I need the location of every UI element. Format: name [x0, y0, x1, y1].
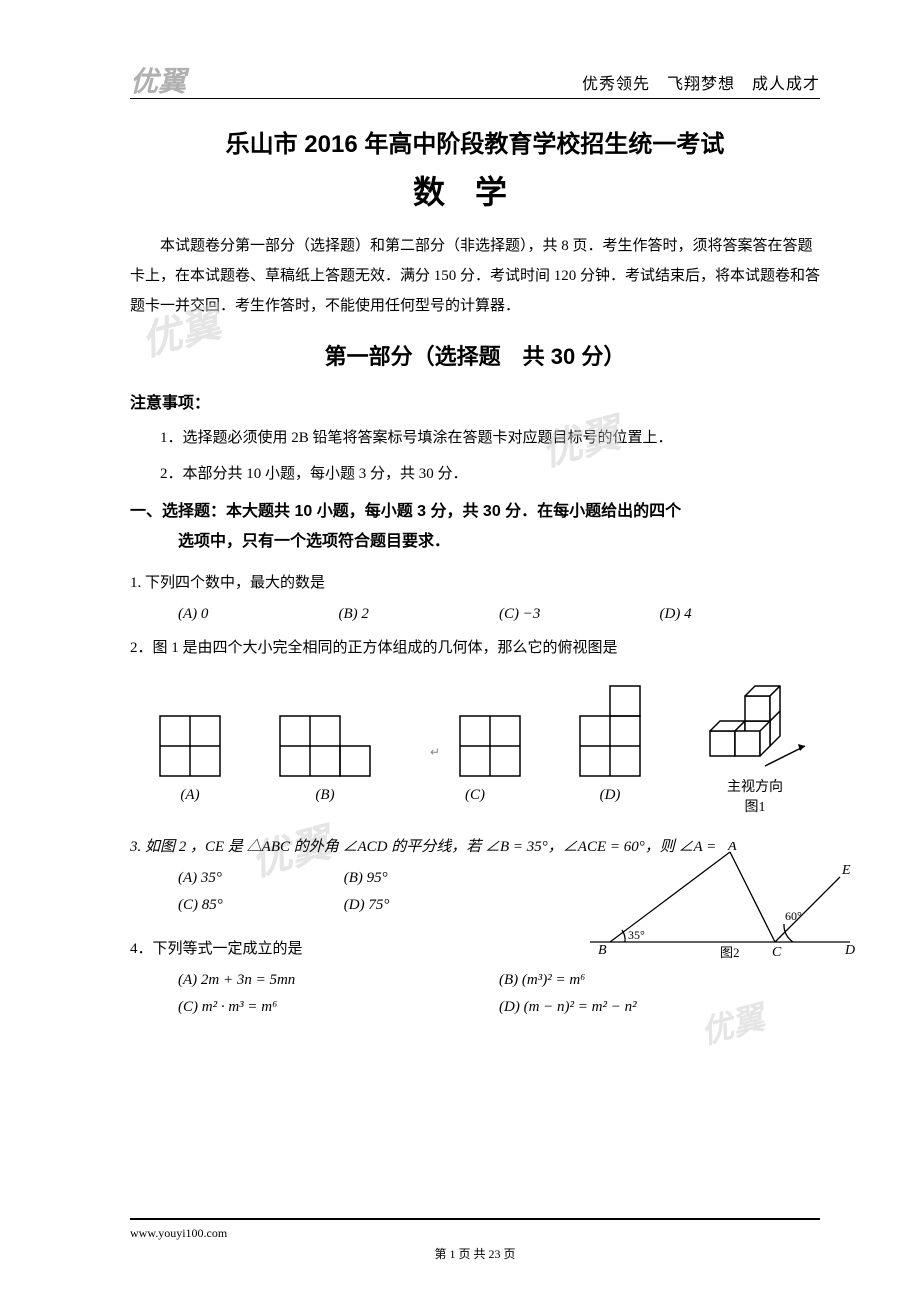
svg-text:35°: 35°: [628, 928, 645, 942]
q4-options: (A) 2m + 3n = 5mn (B) (m³)² = m⁶ (C) m² …: [130, 972, 820, 1026]
q1-opt-b: (B) 2: [339, 606, 500, 623]
intro-paragraph: 本试题卷分第一部分（选择题）和第二部分（非选择题），共 8 页．考生作答时，须将…: [130, 231, 820, 321]
title-main: 乐山市 2016 年高中阶段教育学校招生统一考试: [130, 124, 820, 159]
svg-text:D: D: [844, 943, 855, 958]
svg-text:↵: ↵: [430, 745, 440, 759]
svg-text:E: E: [841, 863, 851, 878]
title-subject: 数学: [130, 167, 820, 213]
q2-fig1: 主视方向 图1: [690, 671, 820, 816]
q2-opt-b: (B): [275, 787, 375, 804]
fig2-triangle-icon: A E B C D 35° 60° 图2: [580, 842, 860, 972]
q2-shape-b: [275, 711, 375, 781]
q1-opt-c: (C) −3: [499, 606, 660, 623]
q2-opt-b-fig: (B): [275, 711, 375, 804]
q4-opt-c: (C) m² · m³ = m⁶: [178, 999, 499, 1016]
section1-line1: 一、选择题：本大题共 10 小题，每小题 3 分，共 30 分．在每小题给出的四…: [130, 497, 820, 527]
q1-options: (A) 0 (B) 2 (C) −3 (D) 4: [130, 606, 820, 623]
q2-shape-a: [155, 711, 225, 781]
fig1-cubes-icon: [690, 671, 820, 771]
q3-opt-d: (D) 75°: [344, 897, 510, 914]
notice-label: 注意事项：: [130, 389, 820, 413]
q3-block: 3. 如图 2 ，CE 是 △ABC 的外角 ∠ACD 的平分线，若 ∠B = …: [130, 832, 820, 924]
footer-url: www.youyi100.com: [130, 1226, 820, 1241]
page-header: 优翼 优秀领先 飞翔梦想 成人成才: [130, 70, 820, 99]
logo: 优翼: [130, 60, 186, 100]
q2-figures: (A) (B) ↵ (C): [130, 671, 820, 816]
q3-opt-b: (B) 95°: [344, 870, 510, 887]
fig1-arrow-label: 主视方向: [690, 776, 820, 796]
q1-opt-d: (D) 4: [660, 606, 821, 623]
svg-text:C: C: [772, 945, 782, 960]
q2-text: 2．图 1 是由四个大小完全相同的正方体组成的几何体，那么它的俯视图是: [130, 633, 820, 663]
svg-text:60°: 60°: [785, 909, 802, 923]
q1-text: 1. 下列四个数中，最大的数是: [130, 568, 820, 598]
q4-opt-a: (A) 2m + 3n = 5mn: [178, 972, 499, 989]
header-motto: 优秀领先 飞翔梦想 成人成才: [130, 70, 820, 94]
fig1-label: 图1: [690, 796, 820, 816]
page-footer: www.youyi100.com 第 1 页 共 23 页: [130, 1218, 820, 1262]
part1-header: 第一部分（选择题 共 30 分）: [130, 339, 820, 371]
q2-opt-a-fig: (A): [155, 711, 225, 804]
q2-opt-d-fig: (D): [575, 681, 645, 804]
q3-opt-c: (C) 85°: [178, 897, 344, 914]
q2-opt-d: (D): [575, 787, 645, 804]
svg-text:A: A: [727, 842, 737, 854]
q2-opt-a: (A): [155, 787, 225, 804]
svg-text:B: B: [598, 943, 607, 958]
notice-item-2: 2．本部分共 10 小题，每小题 3 分，共 30 分．: [130, 459, 820, 489]
q2-opt-c-fig: ↵ (C): [425, 711, 525, 804]
notice-item-1: 1．选择题必须使用 2B 铅笔将答案标号填涂在答题卡对应题目标号的位置上．: [130, 423, 820, 453]
q2-shape-c: ↵: [425, 711, 525, 781]
section1-line2: 选项中，只有一个选项符合题目要求．: [130, 527, 820, 557]
q4-opt-b: (B) (m³)² = m⁶: [499, 972, 820, 989]
q4-opt-d: (D) (m − n)² = m² − n²: [499, 999, 820, 1016]
q3-opt-a: (A) 35°: [178, 870, 344, 887]
q2-opt-c: (C): [425, 787, 525, 804]
q1-opt-a: (A) 0: [178, 606, 339, 623]
fig2-label: 图2: [720, 945, 740, 960]
q2-shape-d: [575, 681, 645, 781]
section1-heading: 一、选择题：本大题共 10 小题，每小题 3 分，共 30 分．在每小题给出的四…: [130, 497, 820, 558]
footer-page: 第 1 页 共 23 页: [130, 1245, 820, 1262]
